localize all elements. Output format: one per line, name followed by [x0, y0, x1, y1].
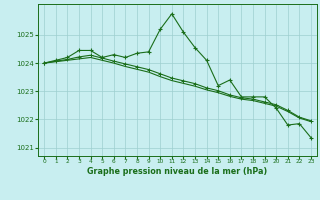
X-axis label: Graphe pression niveau de la mer (hPa): Graphe pression niveau de la mer (hPa) — [87, 167, 268, 176]
